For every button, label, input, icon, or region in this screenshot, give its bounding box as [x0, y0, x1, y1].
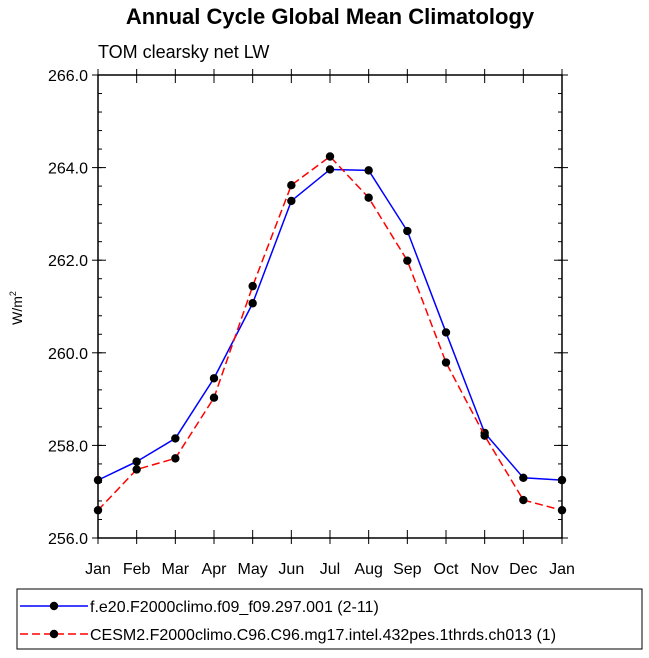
data-point — [209, 393, 219, 402]
legend-marker — [49, 601, 59, 611]
data-point — [519, 495, 528, 505]
x-tick-label: Jun — [278, 561, 304, 578]
data-point — [93, 475, 103, 485]
y-tick-label: 266.0 — [48, 68, 88, 85]
x-tick-label: Jan — [549, 561, 575, 578]
x-tick-label: Oct — [434, 561, 459, 578]
data-point — [364, 166, 373, 175]
x-tick-label: Feb — [123, 561, 151, 578]
data-point — [209, 374, 219, 383]
data-point — [403, 256, 412, 265]
series-2 — [93, 152, 567, 515]
x-tick-label: Nov — [470, 561, 498, 578]
x-tick-label: Sep — [393, 561, 422, 578]
data-point — [132, 457, 141, 466]
y-axis-label-superscript: 2 — [8, 291, 18, 296]
plot-frame — [97, 74, 563, 539]
x-tick-label: Mar — [162, 561, 190, 578]
data-point — [364, 193, 373, 202]
data-point — [325, 152, 335, 161]
data-point — [287, 180, 296, 190]
x-tick-labels: Jan Feb Mar Apr May Jun Jul Aug Sep Oct Nov Dec Jan — [85, 561, 575, 578]
x-tick-label: Aug — [354, 561, 382, 578]
chart-title: Annual Cycle Global Mean Climatology — [126, 4, 535, 29]
data-point — [519, 473, 528, 483]
y-tick-label: 262.0 — [48, 253, 88, 270]
data-point — [132, 465, 141, 474]
legend-label: CESM2.F2000climo.C96.C96.mg17.intel.432p… — [90, 627, 556, 644]
data-point — [557, 475, 567, 485]
y-tick-label: 256.0 — [48, 531, 88, 548]
data-point — [171, 454, 180, 463]
x-tick-label: Jul — [320, 561, 340, 578]
x-tick-label: May — [238, 561, 268, 578]
x-tick-label: Apr — [202, 561, 228, 578]
data-point — [171, 434, 180, 443]
data-point — [441, 328, 451, 337]
legend-box — [16, 588, 643, 650]
data-point — [248, 299, 257, 308]
x-tick-label: Jan — [85, 561, 111, 578]
axis-ticks — [92, 69, 568, 544]
legend-label: f.e20.F2000climo.f09_f09.297.001 (2-11) — [90, 599, 379, 616]
data-point — [248, 281, 257, 291]
svg-text:W/m2: W/m2 — [8, 291, 25, 325]
series-line — [97, 168, 563, 481]
legend: f.e20.F2000climo.f09_f09.297.001 (2-11) C… — [16, 588, 643, 650]
data-point — [480, 431, 489, 440]
y-tick-label: 260.0 — [48, 346, 88, 363]
y-tick-label: 258.0 — [48, 438, 88, 455]
data-point — [287, 196, 296, 206]
series-layer — [93, 152, 567, 515]
legend-marker — [49, 629, 59, 639]
series-1 — [93, 165, 567, 485]
data-point — [325, 165, 335, 174]
y-axis-label-text: W/m — [9, 296, 25, 325]
data-point — [441, 358, 451, 367]
data-point — [557, 506, 567, 515]
y-tick-labels: 256.0 258.0 260.0 262.0 264.0 266.0 — [48, 68, 88, 548]
chart-subtitle: TOM clearsky net LW — [98, 42, 269, 62]
y-tick-label: 264.0 — [48, 161, 88, 178]
series-line — [97, 155, 563, 511]
data-point — [403, 226, 412, 236]
x-tick-label: Dec — [509, 561, 537, 578]
y-axis-label: W/m2 — [8, 291, 25, 325]
data-point — [93, 506, 103, 515]
